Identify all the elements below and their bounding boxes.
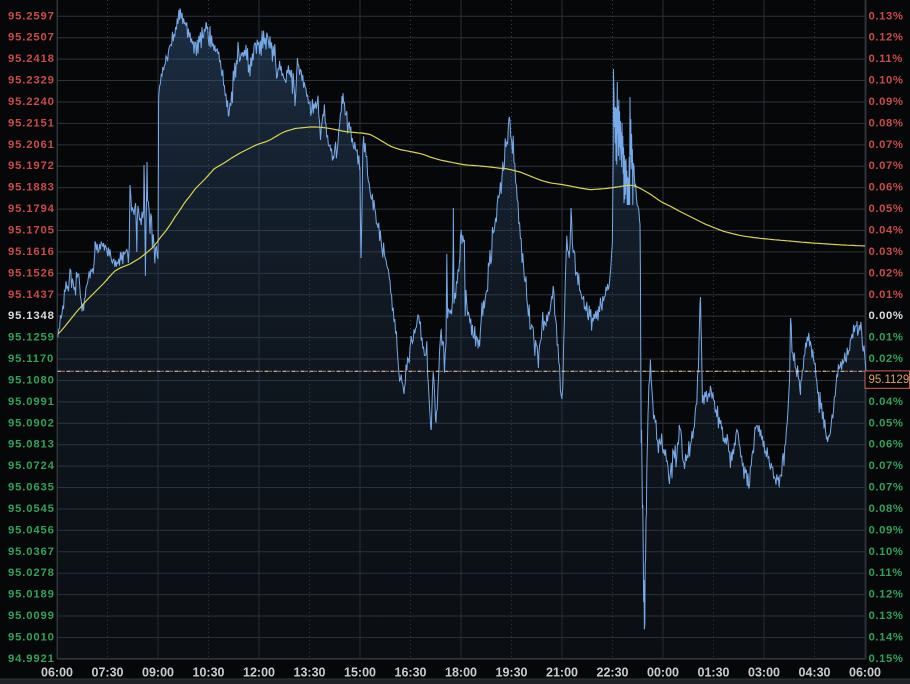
svg-text:95.1705: 95.1705 (8, 225, 55, 237)
svg-text:01:30: 01:30 (698, 666, 730, 680)
svg-text:95.2418: 95.2418 (8, 53, 55, 65)
svg-text:95.1883: 95.1883 (8, 182, 55, 194)
svg-text:0.09%: 0.09% (869, 96, 904, 108)
svg-text:0.05%: 0.05% (869, 417, 904, 429)
svg-text:95.0902: 95.0902 (8, 417, 55, 429)
svg-text:95.2597: 95.2597 (8, 10, 55, 22)
svg-text:0.07%: 0.07% (869, 482, 904, 494)
svg-text:0.06%: 0.06% (869, 182, 904, 194)
svg-text:0.04%: 0.04% (869, 225, 904, 237)
svg-text:95.0278: 95.0278 (8, 567, 55, 579)
svg-text:95.2151: 95.2151 (8, 117, 55, 129)
svg-text:0.06%: 0.06% (869, 439, 904, 451)
svg-text:94.9921: 94.9921 (8, 653, 55, 665)
svg-text:95.0635: 95.0635 (8, 482, 55, 494)
svg-text:95.2061: 95.2061 (8, 139, 55, 151)
svg-text:0.01%: 0.01% (869, 289, 904, 301)
svg-text:04:30: 04:30 (799, 666, 831, 680)
svg-text:10:30: 10:30 (193, 666, 225, 680)
svg-text:0.05%: 0.05% (869, 203, 904, 215)
svg-text:0.09%: 0.09% (869, 524, 904, 536)
svg-text:0.11%: 0.11% (869, 53, 903, 65)
svg-text:09:00: 09:00 (142, 666, 174, 680)
svg-text:12:00: 12:00 (243, 666, 275, 680)
svg-text:0.01%: 0.01% (869, 332, 904, 344)
svg-text:0.00%: 0.00% (869, 310, 904, 322)
svg-text:07:30: 07:30 (92, 666, 124, 680)
svg-text:16:30: 16:30 (395, 666, 427, 680)
svg-text:19:30: 19:30 (496, 666, 528, 680)
svg-text:95.1259: 95.1259 (8, 332, 55, 344)
svg-text:95.1526: 95.1526 (8, 267, 55, 279)
svg-text:18:00: 18:00 (445, 666, 477, 680)
svg-text:95.2329: 95.2329 (8, 75, 55, 87)
svg-text:0.03%: 0.03% (869, 246, 904, 258)
svg-text:95.0545: 95.0545 (8, 503, 55, 515)
svg-text:22:30: 22:30 (597, 666, 629, 680)
svg-text:00:00: 00:00 (647, 666, 679, 680)
svg-text:95.1080: 95.1080 (8, 374, 55, 386)
svg-text:0.12%: 0.12% (869, 589, 904, 601)
svg-text:95.1129: 95.1129 (869, 374, 910, 386)
svg-text:95.0189: 95.0189 (8, 589, 55, 601)
svg-text:95.0456: 95.0456 (8, 524, 55, 536)
svg-text:0.13%: 0.13% (869, 610, 904, 622)
svg-text:0.10%: 0.10% (869, 546, 904, 558)
svg-text:03:00: 03:00 (748, 666, 780, 680)
svg-text:95.1437: 95.1437 (8, 289, 55, 301)
svg-text:95.0010: 95.0010 (8, 632, 55, 644)
svg-text:95.2240: 95.2240 (8, 96, 55, 108)
svg-text:95.2507: 95.2507 (8, 32, 55, 44)
svg-text:0.07%: 0.07% (869, 139, 904, 151)
svg-text:0.10%: 0.10% (869, 75, 904, 87)
svg-text:0.15%: 0.15% (869, 653, 904, 665)
svg-text:0.08%: 0.08% (869, 503, 904, 515)
svg-text:0.13%: 0.13% (869, 10, 904, 22)
svg-text:95.1794: 95.1794 (8, 203, 55, 215)
svg-text:95.0991: 95.0991 (8, 396, 55, 408)
svg-text:95.0367: 95.0367 (8, 546, 55, 558)
svg-text:95.0099: 95.0099 (8, 610, 55, 622)
svg-text:95.0813: 95.0813 (8, 439, 55, 451)
svg-text:06:00: 06:00 (41, 666, 73, 680)
svg-text:0.07%: 0.07% (869, 460, 904, 472)
svg-text:0.02%: 0.02% (869, 353, 904, 365)
svg-text:21:00: 21:00 (546, 666, 578, 680)
svg-text:95.1348: 95.1348 (8, 310, 55, 322)
svg-text:95.1170: 95.1170 (8, 353, 54, 365)
svg-text:0.04%: 0.04% (869, 396, 904, 408)
svg-text:95.1972: 95.1972 (8, 160, 55, 172)
svg-text:0.12%: 0.12% (869, 32, 904, 44)
svg-text:13:30: 13:30 (294, 666, 326, 680)
svg-text:95.1616: 95.1616 (8, 246, 55, 258)
svg-text:0.02%: 0.02% (869, 267, 904, 279)
svg-text:0.14%: 0.14% (869, 632, 904, 644)
svg-text:0.07%: 0.07% (869, 160, 904, 172)
svg-text:0.08%: 0.08% (869, 117, 904, 129)
svg-text:15:00: 15:00 (344, 666, 376, 680)
svg-text:06:00: 06:00 (849, 666, 881, 680)
svg-text:95.0724: 95.0724 (8, 460, 55, 472)
svg-text:0.11%: 0.11% (869, 567, 903, 579)
